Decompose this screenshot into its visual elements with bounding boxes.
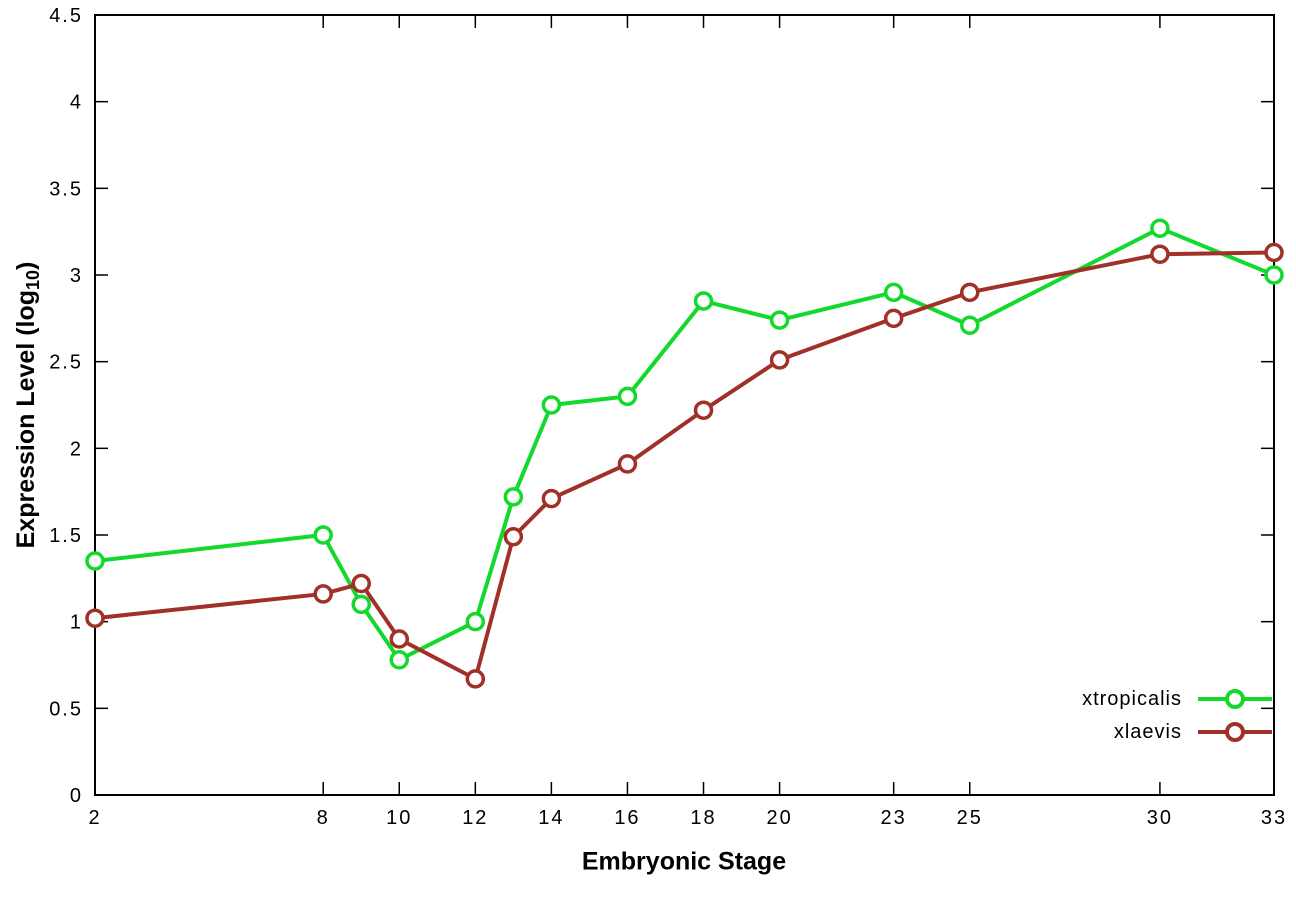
data-point-xtropicalis xyxy=(1150,218,1170,238)
y-axis-title-subscript: 10 xyxy=(23,269,44,290)
legend-sample-xtropicalis xyxy=(1198,686,1272,712)
data-point-xtropicalis xyxy=(959,315,980,336)
y-tick-label: 0.5 xyxy=(49,698,83,720)
x-tick-label: 14 xyxy=(538,807,564,829)
legend-label-xlaevis: xlaevis xyxy=(1113,720,1182,743)
data-point-xlaevis xyxy=(351,573,371,594)
data-point-xtropicalis xyxy=(85,551,105,571)
data-point-xtropicalis xyxy=(465,611,486,632)
x-tick-label: 30 xyxy=(1147,807,1173,829)
x-tick-label: 33 xyxy=(1261,807,1287,829)
series-line-xtropicalis xyxy=(93,226,1276,662)
data-point-xlaevis xyxy=(85,608,105,628)
data-point-xlaevis xyxy=(465,669,486,689)
legend-item-xtropicalis: xtropicalis xyxy=(1082,686,1272,712)
x-tick-label: 10 xyxy=(386,807,412,829)
y-tick-label: 3.5 xyxy=(49,178,83,200)
y-tick-label: 3 xyxy=(70,265,83,287)
legend-item-xlaevis: xlaevis xyxy=(1114,719,1272,745)
series-line-xlaevis xyxy=(93,250,1276,681)
y-tick-label: 0 xyxy=(70,785,83,807)
data-point-xlaevis xyxy=(503,526,524,547)
x-tick-label: 8 xyxy=(317,807,330,829)
y-tick-label: 4.5 xyxy=(49,5,83,27)
data-point-xlaevis xyxy=(883,308,904,329)
data-point-xtropicalis xyxy=(313,525,333,545)
legend: xtropicalis xlaevis xyxy=(1082,686,1272,745)
y-tick-label: 4 xyxy=(70,92,83,114)
x-tick-label: 18 xyxy=(690,807,716,829)
data-point-xtropicalis xyxy=(769,310,790,330)
data-point-xtropicalis xyxy=(503,487,524,507)
data-point-xtropicalis xyxy=(617,386,638,407)
data-point-xlaevis xyxy=(769,350,790,370)
data-point-xlaevis xyxy=(389,629,410,649)
data-point-xlaevis xyxy=(617,454,638,474)
legend-label-xtropicalis: xtropicalis xyxy=(1082,687,1182,710)
x-tick-label: 2 xyxy=(88,807,101,829)
data-point-xtropicalis xyxy=(883,282,904,303)
y-tick-label: 1 xyxy=(70,612,83,634)
legend-marker-icon xyxy=(1225,722,1245,742)
y-axis-title-close: ) xyxy=(11,261,40,270)
y-axis-title-text: Expression Level (log xyxy=(11,289,40,549)
data-point-xlaevis xyxy=(693,400,714,420)
legend-marker-icon xyxy=(1225,689,1245,709)
y-tick-label: 2 xyxy=(70,438,83,460)
x-tick-label: 16 xyxy=(614,807,640,829)
data-point-xtropicalis xyxy=(351,594,371,615)
plot-border xyxy=(94,14,1275,796)
data-point-xtropicalis xyxy=(1264,265,1284,285)
x-tick-label: 12 xyxy=(462,807,488,829)
data-point-xlaevis xyxy=(1264,242,1284,263)
data-point-xtropicalis xyxy=(693,291,714,311)
y-tick-label: 2.5 xyxy=(49,352,83,374)
data-point-xlaevis xyxy=(313,584,333,604)
data-point-xtropicalis xyxy=(541,395,562,415)
data-point-xtropicalis xyxy=(389,650,410,670)
data-point-xlaevis xyxy=(541,488,562,509)
legend-sample-xlaevis xyxy=(1198,719,1272,745)
y-tick-label: 1.5 xyxy=(49,525,83,547)
y-axis-title: Expression Level (log10) xyxy=(12,262,44,549)
x-tick-label: 20 xyxy=(766,807,792,829)
x-tick-label: 23 xyxy=(881,807,907,829)
x-axis-title: Embryonic Stage xyxy=(581,847,787,876)
data-point-xlaevis xyxy=(1150,244,1170,264)
x-tick-label: 25 xyxy=(957,807,983,829)
data-point-xlaevis xyxy=(959,282,980,303)
